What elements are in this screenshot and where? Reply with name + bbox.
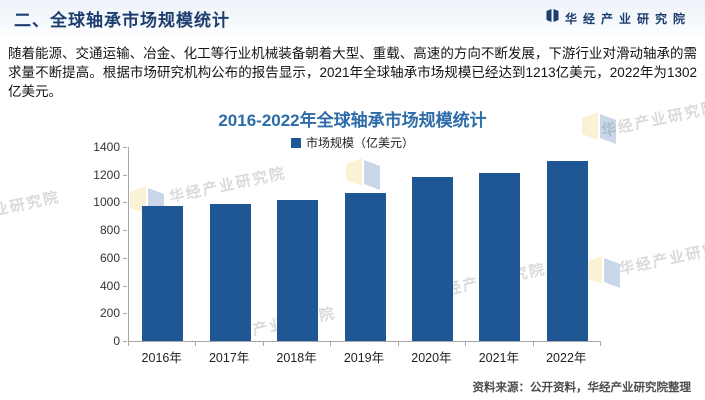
x-axis-tick-label: 2016年 <box>141 351 182 365</box>
x-axis-tick <box>532 342 534 346</box>
header-band: 二、全球轴承市场规模统计 华经产业研究院 <box>0 0 705 36</box>
x-axis-tick <box>600 342 601 346</box>
y-axis-tick-label: 400 <box>99 278 120 293</box>
watermark-logo-icon <box>344 156 382 197</box>
y-axis-tick-label: 800 <box>99 223 120 238</box>
y-axis-tick <box>123 285 127 287</box>
x-axis-tick-label: 2020年 <box>411 351 452 365</box>
y-axis-tick-label: 1200 <box>93 167 120 182</box>
y-axis-tick <box>123 313 127 315</box>
y-axis-tick <box>123 147 127 148</box>
x-axis-tick <box>128 342 129 346</box>
page-title: 二、全球轴承市场规模统计 <box>14 10 230 30</box>
source-note: 资料来源：公开资料，华经产业研究院整理 <box>472 382 692 394</box>
y-axis-tick <box>123 174 127 176</box>
bar-2018年 <box>277 199 319 341</box>
y-axis-tick-label: 1400 <box>93 140 120 154</box>
watermark-text: 华经产业研究院 <box>617 236 705 279</box>
x-axis-tick-label: 2021年 <box>478 351 519 365</box>
y-axis-tick <box>123 341 127 342</box>
brand-name: 华经产业研究院 <box>564 11 691 26</box>
watermark-logo-icon <box>584 254 622 295</box>
plot-area <box>128 147 601 342</box>
y-axis-tick-label: 600 <box>99 250 120 265</box>
x-axis-tick <box>397 342 399 346</box>
bar-2019年 <box>344 193 386 341</box>
x-axis-tick-label: 2017年 <box>208 351 250 365</box>
bar-2017年 <box>209 203 251 341</box>
bar-2021年 <box>479 172 521 341</box>
x-axis-tick <box>262 342 264 346</box>
y-axis-tick-label: 200 <box>99 306 120 321</box>
brand: 华经产业研究院 <box>545 8 691 28</box>
legend-label: 市场规模（亿美元） <box>305 136 414 150</box>
legend-swatch <box>290 137 301 148</box>
bar-2016年 <box>142 205 184 341</box>
chart-title: 2016-2022年全球轴承市场规模统计 <box>218 111 487 130</box>
y-axis-tick-label: 1000 <box>93 195 120 210</box>
x-axis-tick <box>330 342 332 346</box>
y-axis-tick <box>123 230 127 232</box>
bar-2022年 <box>546 160 588 341</box>
x-axis-tick-label: 2022年 <box>546 351 587 365</box>
y-axis-tick <box>123 257 127 259</box>
x-axis-tick-label: 2019年 <box>343 351 385 365</box>
y-axis-tick-label: 0 <box>113 334 120 348</box>
bar-2020年 <box>411 176 453 341</box>
y-axis-tick <box>123 202 127 204</box>
watermark-text: 华经产业研究院 <box>0 188 62 231</box>
x-axis-tick <box>465 342 467 346</box>
intro-paragraph: 随着能源、交通运输、冶金、化工等行业机械装备朝着大型、重载、高速的方向不断发展，… <box>8 46 697 99</box>
watermark-logo-icon <box>580 110 618 151</box>
chart-legend: 市场规模（亿美元） <box>0 134 705 151</box>
brand-logo-icon <box>545 8 560 28</box>
x-axis-tick <box>195 342 197 346</box>
x-axis-tick-label: 2018年 <box>276 351 317 365</box>
